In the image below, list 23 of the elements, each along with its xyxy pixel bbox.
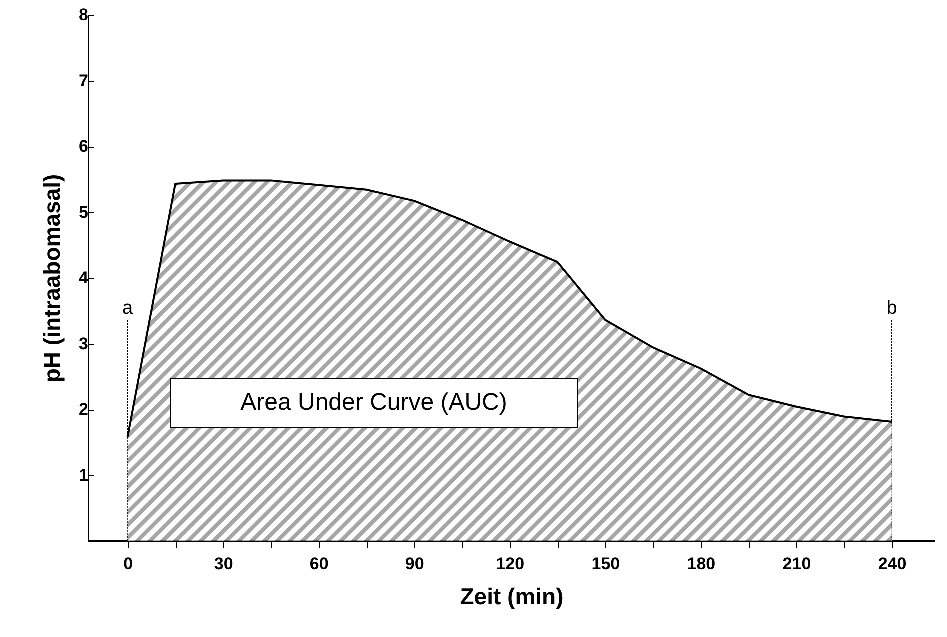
x-tick-label: 150 (592, 554, 620, 574)
x-tick-label: 240 (878, 554, 907, 574)
x-tick-label: 60 (310, 554, 329, 574)
y-tick-label: 6 (79, 137, 88, 156)
x-tick-label: 180 (687, 554, 716, 574)
y-tick-label: 5 (79, 202, 88, 222)
annotation: Area Under Curve (AUC) (240, 389, 508, 417)
ref-line-label: a (122, 298, 134, 319)
y-tick-label: 3 (79, 334, 88, 354)
text-box: Area Under Curve (AUC) (170, 378, 578, 428)
ref-line-label: b (886, 298, 898, 319)
y-tick-label: 1 (79, 466, 88, 485)
x-tick-label: 210 (782, 554, 812, 574)
y-tick-label: 4 (79, 268, 90, 288)
y-tick-label: 2 (79, 400, 88, 419)
x-tick-label: 90 (405, 554, 424, 574)
x-tick-label: 30 (214, 554, 234, 574)
x-axis-title: Zeit (min) (460, 584, 564, 610)
x-tick-label: 120 (496, 554, 525, 574)
y-axis-title: pH (intraabomasal) (39, 174, 66, 383)
x-tick-label: 0 (124, 554, 134, 574)
y-tick-label: 7 (79, 71, 88, 90)
y-tick-label: 8 (79, 6, 88, 24)
